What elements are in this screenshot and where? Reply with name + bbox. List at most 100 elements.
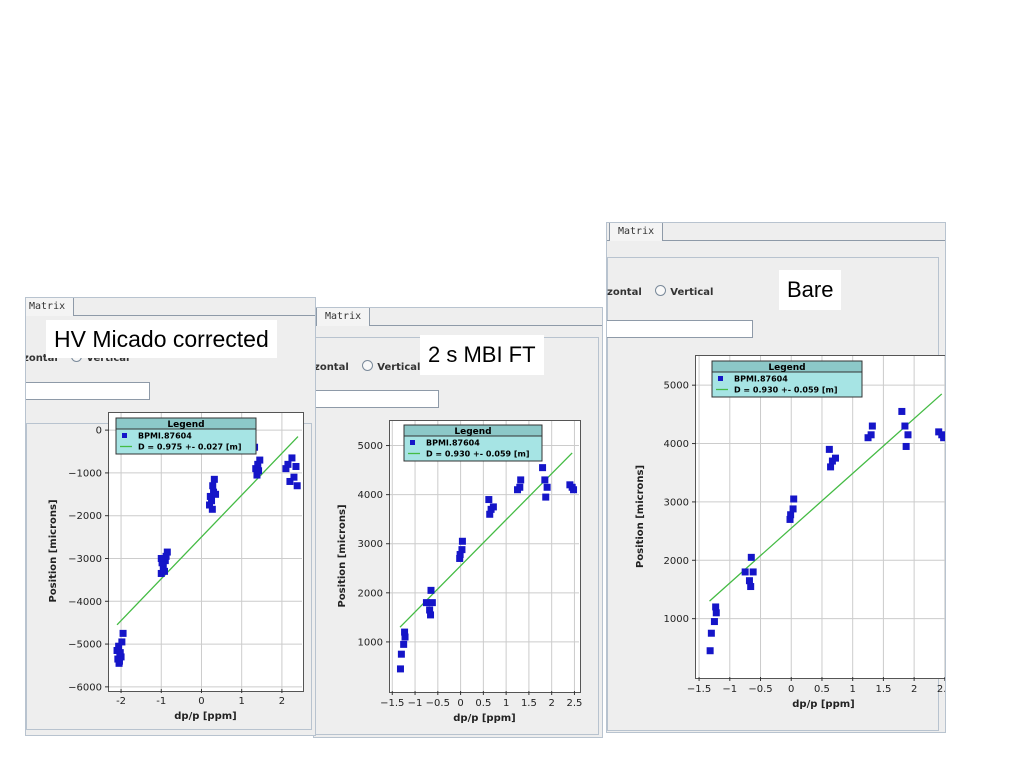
data-point: [898, 407, 906, 415]
data-point: [486, 510, 494, 518]
x-tick-label: −0.5: [426, 698, 450, 709]
y-tick-label: −4000: [68, 597, 102, 608]
data-point: [116, 649, 124, 657]
data-point: [940, 434, 945, 442]
y-tick-label: −5000: [68, 640, 102, 651]
data-point: [707, 629, 715, 637]
text-field[interactable]: [26, 382, 150, 400]
y-tick-label: −3000: [68, 554, 102, 565]
x-tick-label: -2: [116, 696, 126, 707]
data-point: [117, 653, 125, 661]
data-point: [827, 463, 835, 471]
data-point: [286, 477, 294, 485]
data-point: [282, 465, 290, 473]
data-point: [256, 456, 264, 464]
data-point: [570, 486, 578, 494]
data-point: [208, 505, 216, 513]
legend-entry-label: BPMI.87604: [138, 432, 192, 441]
data-point: [825, 445, 833, 453]
mbi-ft-caption: 2 s MBI FT: [420, 335, 544, 375]
x-tick-label: 2: [911, 684, 917, 695]
data-point: [288, 454, 296, 462]
data-point: [396, 665, 404, 673]
data-point: [160, 567, 168, 575]
data-point: [904, 431, 912, 439]
data-point: [428, 599, 436, 607]
legend-marker-square: [122, 433, 127, 438]
data-point: [162, 552, 170, 560]
mbi-ft-chart: −1.5 −1 −0.5 0 0.5 1 1.5 2 2.5 1000 2000 3000 4000 50…: [337, 421, 582, 724]
tab-matrix[interactable]: Matrix: [609, 223, 664, 241]
y-tick-label: 2000: [664, 556, 689, 567]
data-point: [868, 422, 876, 430]
data-point: [790, 495, 798, 503]
data-point: [749, 568, 757, 576]
data-point: [206, 501, 214, 509]
orientation-radio-group: zontal Vertical: [314, 360, 420, 373]
data-point: [741, 568, 749, 576]
y-tick-label: 5000: [358, 441, 383, 452]
data-point: [543, 483, 551, 491]
text-field[interactable]: [314, 390, 439, 408]
tab-matrix[interactable]: Matrix: [26, 298, 75, 316]
radio-vertical-label[interactable]: Vertical: [670, 287, 714, 298]
x-tick-label: −1: [722, 684, 737, 695]
data-point: [745, 577, 753, 585]
mbi-ft-panel: Matrix zontal Vertical −1.5 −1 −0.5 0 0.5 1 1.…: [313, 307, 603, 738]
x-tick-label: 0: [788, 684, 794, 695]
data-point: [710, 618, 718, 626]
data-point: [254, 460, 262, 468]
tab-strip-line: [26, 315, 315, 316]
legend-entry-label: BPMI.87604: [426, 439, 480, 448]
data-point: [902, 442, 910, 450]
data-point: [489, 503, 497, 511]
data-point: [401, 628, 409, 636]
legend-title-bar: [711, 360, 863, 373]
y-tick-label: 0: [96, 426, 102, 437]
bare-panel: Matrix zontal Vertical −1.5 −1 −0.5 0 0.5 1 1.…: [606, 222, 946, 733]
data-point: [541, 476, 549, 484]
x-tick-label: 2.5: [566, 698, 582, 709]
orientation-radio-group: zontal Vertical: [607, 285, 713, 298]
data-point: [516, 483, 524, 491]
y-tick-label: 3000: [358, 539, 383, 550]
data-point: [712, 603, 720, 611]
radio-vertical-label[interactable]: Vertical: [86, 353, 130, 364]
micado-caption: HV Micado corrected: [46, 320, 277, 358]
bare-caption: Bare: [779, 270, 842, 310]
micado-chart: -2 -1 0 1 2 0 −1000 −2000 −3000 −4000 −5000 −6000 dp…: [48, 413, 302, 722]
x-axis-label: dp/p [ppm]: [792, 699, 855, 710]
y-tick-label: 5000: [664, 381, 689, 392]
text-field[interactable]: [607, 320, 753, 338]
tab-matrix[interactable]: Matrix: [316, 308, 371, 326]
micado-panel: Matrix zontal Vertical -2 -1 0 1 2 0 −1000 −200…: [25, 297, 316, 736]
data-point: [401, 633, 409, 641]
legend-title: Legend: [768, 363, 805, 373]
data-point: [159, 563, 167, 571]
plot-area: [389, 420, 581, 693]
legend-marker-square: [718, 376, 723, 381]
x-tick-label: -1: [156, 696, 166, 707]
radio-horizontal-label: zontal: [607, 287, 642, 298]
data-point: [867, 431, 875, 439]
data-point: [115, 642, 123, 650]
x-tick-label: 1: [239, 696, 245, 707]
data-point: [255, 467, 263, 475]
radio-vertical-button[interactable]: [362, 360, 374, 371]
data-point: [209, 482, 217, 490]
x-tick-label: 0: [457, 698, 463, 709]
data-point: [747, 583, 755, 591]
y-tick-label: −6000: [68, 682, 102, 693]
x-tick-label: 0.5: [475, 698, 491, 709]
radio-vertical-button[interactable]: [655, 285, 667, 296]
x-tick-label: −1.5: [380, 698, 404, 709]
data-point: [542, 493, 550, 501]
radio-vertical-label[interactable]: Vertical: [377, 362, 421, 373]
radio-horizontal-label: zontal: [314, 362, 349, 373]
data-point: [427, 586, 435, 594]
data-point: [163, 548, 171, 556]
data-point: [789, 505, 797, 513]
x-axis-label: dp/p [ppm]: [174, 711, 237, 722]
data-point: [115, 657, 123, 665]
y-tick-label: 4000: [664, 439, 689, 450]
